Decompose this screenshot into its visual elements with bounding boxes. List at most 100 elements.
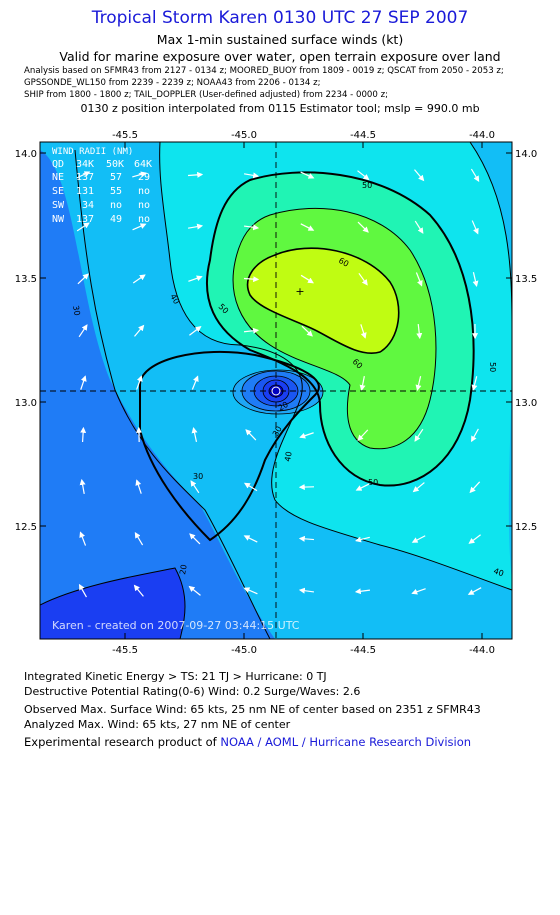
wind-arrow-icon	[80, 426, 87, 443]
wind-radii-table: WIND RADII (NM) QD 34K 50K 64K NE 137 57…	[52, 147, 152, 225]
wind-arrow-icon	[412, 482, 425, 493]
wind-arrow-icon	[354, 588, 371, 595]
wind-arrow-icon	[188, 223, 204, 230]
contour-label-40-se: 40	[492, 566, 505, 578]
wind-radii-ne-50: 57	[110, 172, 122, 183]
contour-label-60-north: 60	[337, 256, 350, 269]
storm-center-icon	[271, 386, 281, 396]
wind-arrow-icon	[411, 588, 426, 595]
lat-tick-left-4: 12.5	[15, 522, 37, 533]
credit-prefix: Experimental research product of	[24, 735, 217, 749]
lat-tick-right-4: 12.5	[515, 522, 537, 533]
subtitle-winds: Max 1-min sustained surface winds (kt)	[156, 32, 404, 47]
max-wind-marker: +	[295, 285, 304, 298]
lon-tick-top-4: -44.0	[469, 130, 495, 141]
observed-max-wind: Observed Max. Surface Wind: 65 kts, 25 n…	[24, 703, 481, 716]
wind-arrow-icon	[79, 478, 86, 494]
contour-40-line	[159, 142, 512, 591]
wind-arrow-icon	[298, 535, 315, 542]
ike-line: Integrated Kinetic Energy > TS: 21 TJ > …	[24, 670, 327, 683]
wind-arrow-icon	[243, 327, 260, 334]
wind-radii-se-34: 131	[76, 186, 94, 197]
wind-radii-ne-label: NE	[52, 172, 64, 183]
wind-arrow-icon	[190, 480, 200, 494]
wind-arrow-icon	[76, 222, 90, 232]
contour-65-line	[246, 247, 400, 354]
wind-arrow-icon	[411, 535, 426, 543]
wind-arrow-icon	[79, 531, 87, 546]
wind-arrow-icon	[78, 324, 88, 338]
contour-20-line	[40, 567, 186, 639]
contour-label-20-core: 20	[277, 400, 290, 413]
page-title: Tropical Storm Karen 0130 UTC 27 SEP 200…	[91, 8, 469, 28]
wind-arrow-icon	[415, 376, 422, 391]
wind-arrow-icon	[191, 426, 198, 442]
wind-radii-se-64: no	[138, 186, 150, 197]
wind-arrow-icon	[80, 375, 87, 390]
contour-40-bold-line	[139, 350, 320, 542]
contour-label-30-west: 30	[71, 305, 82, 317]
wind-arrow-icon	[243, 482, 258, 492]
wind-radii-h-qd: QD	[52, 159, 64, 170]
wind-radii-se-50: 55	[110, 186, 122, 197]
wind-arrow-icon	[134, 531, 144, 546]
wind-radii-h-50: 50K	[106, 159, 124, 170]
wind-arrow-icon	[298, 587, 315, 594]
contour-label-30-core: 30	[271, 425, 284, 438]
wind-arrow-icon	[188, 585, 201, 596]
credit-org-link[interactable]: NOAA / AOML / Hurricane Research Divisio…	[220, 735, 472, 749]
wind-arrow-icon	[77, 273, 89, 285]
wind-arrow-icon	[301, 325, 313, 337]
lon-tick-top-3: -44.5	[350, 130, 376, 141]
wind-radii-sw-64: no	[138, 200, 150, 211]
wind-arrow-icon	[414, 428, 424, 442]
wind-arrow-icon	[132, 274, 146, 284]
lon-tick-top-1: -45.5	[112, 130, 138, 141]
wind-arrow-icon	[360, 324, 367, 339]
wind-radii-nw-50: 49	[110, 214, 122, 225]
wind-arrow-icon	[414, 169, 425, 182]
lat-tick-left-2: 13.5	[15, 274, 37, 285]
wind-arrow-icon	[357, 170, 370, 181]
lon-tick-bottom-2: -45.0	[231, 645, 257, 656]
analysis-line-1: Analysis based on SFMR43 from 2127 - 013…	[24, 66, 504, 76]
wind-arrow-icon	[243, 276, 260, 283]
wind-radii-se-label: SE	[52, 186, 64, 197]
wind-radii-ne-34: 137	[76, 172, 94, 183]
wind-arrow-icon	[468, 534, 481, 544]
band-below-20-sw	[40, 568, 185, 639]
created-timestamp: Karen - created on 2007-09-27 03:44:15 U…	[52, 619, 300, 632]
wind-arrow-icon	[472, 272, 479, 287]
wind-arrow-icon	[359, 376, 366, 392]
wind-radii-h-34: 34K	[76, 159, 94, 170]
analysis-line-2: GPSSONDE_WL150 from 2239 - 2239 z; NOAA4…	[24, 78, 321, 88]
lat-tick-right-3: 13.0	[515, 398, 537, 409]
contour-label-20-sw: 20	[178, 564, 189, 576]
axis-ticks	[40, 142, 512, 639]
wind-arrow-icon	[243, 172, 260, 179]
wind-arrow-icon	[78, 583, 87, 598]
plot-frame	[39, 141, 513, 640]
analyzed-max-wind: Analyzed Max. Wind: 65 kts, 27 nm NE of …	[24, 718, 291, 731]
wind-arrow-icon	[135, 479, 142, 494]
lat-tick-left-1: 14.0	[15, 149, 37, 160]
wind-radii-ne-64: 29	[138, 172, 150, 183]
credit-line: Experimental research product of NOAA / …	[24, 735, 471, 749]
lat-tick-left-3: 13.0	[15, 398, 37, 409]
wind-arrow-icon	[133, 584, 144, 597]
wind-radii-nw-label: NW	[52, 214, 65, 225]
analysis-line-3: SHIP from 1800 - 1800 z; TAIL_DOPPLER (U…	[24, 90, 388, 100]
band-below-30-left	[40, 150, 275, 639]
wind-arrow-icon	[471, 376, 478, 391]
wind-radii-sw-34: 34	[82, 200, 94, 211]
wind-arrow-icon	[471, 220, 479, 235]
wind-arrow-icon	[299, 432, 314, 439]
wind-radii-sw-label: SW	[52, 200, 65, 211]
wind-arrow-icon	[132, 223, 147, 231]
wind-arrow-icon	[189, 326, 202, 336]
lon-tick-top-2: -45.0	[231, 130, 257, 141]
wind-arrow-icon	[76, 171, 91, 179]
wind-arrow-icon	[136, 375, 143, 390]
wind-radii-nw-34: 137	[76, 214, 94, 225]
lon-tick-bottom-1: -45.5	[112, 645, 138, 656]
